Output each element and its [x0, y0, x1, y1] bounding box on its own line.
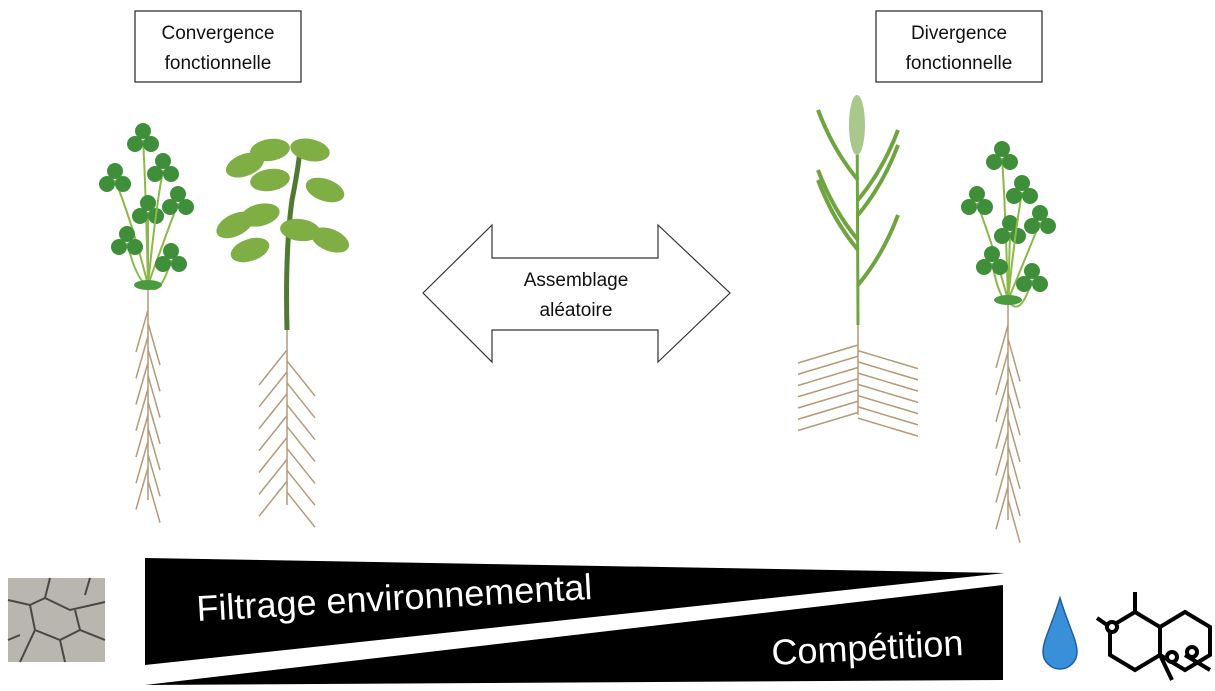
leaf [280, 218, 320, 242]
leaflet [135, 123, 151, 139]
box-text: Convergence [161, 23, 274, 44]
right-box: Divergence fonctionnelle [875, 10, 1043, 83]
plants [99, 95, 1056, 543]
box-frame [134, 10, 302, 83]
leaflet [994, 141, 1010, 157]
roots [995, 305, 1021, 543]
leaflet [127, 136, 143, 152]
leaflet [155, 256, 171, 272]
leaf [310, 227, 350, 253]
blade [856, 214, 900, 287]
leaf [225, 152, 265, 178]
arrow-text: Assemblage [524, 270, 629, 291]
blade [816, 169, 860, 242]
stalk [1001, 157, 1009, 301]
box-text: Divergence [911, 23, 1007, 44]
stem [284, 149, 303, 331]
leaflet [163, 243, 179, 259]
leaflet [163, 166, 179, 182]
leaflet [162, 199, 178, 215]
leaflet [1006, 188, 1022, 204]
leaflet [171, 256, 187, 272]
leaflet [976, 259, 992, 275]
molecule [1095, 592, 1212, 681]
leaflet [1016, 276, 1032, 292]
left-box: Convergence fonctionnelle [134, 10, 302, 83]
cracks [7, 577, 106, 663]
leaf [250, 168, 290, 192]
blade [856, 129, 900, 202]
soil [8, 578, 105, 662]
leaf [305, 177, 345, 203]
leaf [230, 237, 270, 263]
arrow-text: aléatoire [540, 300, 613, 321]
box-text: fonctionnelle [906, 53, 1013, 74]
leaflet [107, 163, 123, 179]
leaflet [994, 228, 1010, 244]
base-leaves [994, 295, 1022, 305]
leaflet [1014, 175, 1030, 191]
leaflet [140, 195, 156, 211]
leaflet [992, 259, 1008, 275]
leaflet [178, 199, 194, 215]
blade [816, 109, 860, 182]
leaflet [1002, 215, 1018, 231]
box-frame [875, 10, 1043, 83]
filter-wedge [145, 558, 1005, 665]
base-leaves [134, 280, 162, 290]
double-arrow: Assemblage aléatoire [422, 223, 731, 364]
leaflet [986, 154, 1002, 170]
leaflet [1010, 228, 1026, 244]
leaflet [1032, 276, 1048, 292]
leaflet [969, 186, 985, 202]
leaflet [143, 136, 159, 152]
leaflet [1024, 263, 1040, 279]
roots [797, 325, 919, 437]
competition-label: Compétition [770, 622, 964, 673]
cracked-soil [7, 577, 106, 663]
leaflet [115, 176, 131, 192]
leaflet [984, 246, 1000, 262]
leaflet [132, 208, 148, 224]
box-text: fonctionnelle [165, 53, 272, 74]
leaflet [170, 186, 186, 202]
leaflet [977, 199, 993, 215]
leaf [240, 203, 280, 227]
leaflet [127, 239, 143, 255]
roots [135, 290, 161, 523]
spike [849, 95, 865, 155]
leaflet [147, 166, 163, 182]
leaflet [1022, 188, 1038, 204]
leaflet [1032, 205, 1048, 221]
leaflet [1024, 218, 1040, 234]
water-drop [1042, 595, 1078, 670]
leaflet [119, 226, 135, 242]
leaflet [1040, 218, 1056, 234]
leaflet [155, 153, 171, 169]
leaflet [99, 176, 115, 192]
blade [816, 179, 860, 252]
stalk [1007, 191, 1023, 301]
leaflet [111, 239, 127, 255]
leaflet [1002, 154, 1018, 170]
roots [258, 330, 316, 528]
leaf [290, 138, 330, 162]
competition-wedge [145, 585, 1003, 685]
arrow-shape [422, 223, 731, 364]
blade [856, 144, 900, 217]
leaf [250, 138, 290, 162]
leaflet [961, 199, 977, 215]
stalk [147, 169, 164, 286]
